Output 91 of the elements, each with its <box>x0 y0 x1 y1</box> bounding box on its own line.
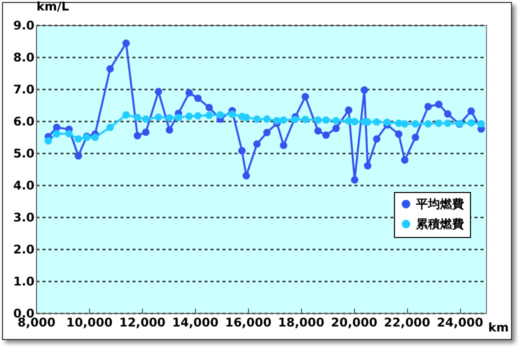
point <box>314 127 322 135</box>
point <box>424 120 432 128</box>
point <box>53 124 60 132</box>
y-tick-label: 9.0 <box>13 18 34 32</box>
y-tick-label: 1.0 <box>13 274 34 288</box>
point <box>280 116 288 124</box>
point <box>142 128 150 136</box>
point <box>273 116 281 124</box>
point <box>302 92 310 100</box>
point <box>166 114 174 122</box>
point <box>91 134 99 142</box>
legend-label: 平均燃費 <box>415 197 464 212</box>
point <box>185 112 193 120</box>
point <box>74 135 82 143</box>
point <box>401 156 408 164</box>
point <box>444 110 452 118</box>
point <box>332 116 340 124</box>
point <box>401 120 408 128</box>
point <box>263 128 271 136</box>
point <box>302 116 310 124</box>
point <box>332 124 340 132</box>
point <box>467 107 475 115</box>
point <box>372 118 380 126</box>
point <box>253 115 261 123</box>
x-tick-label: 12,000 <box>119 316 166 330</box>
point <box>53 130 60 138</box>
y-tick-label: 5.0 <box>13 146 34 160</box>
point <box>228 110 236 118</box>
point <box>467 119 475 127</box>
point <box>435 120 442 127</box>
point <box>322 116 330 124</box>
point <box>216 111 224 119</box>
point <box>242 114 250 122</box>
point <box>344 106 352 114</box>
point <box>122 111 130 119</box>
x-tick-label: 18,000 <box>278 316 324 330</box>
y-axis-title: km/L <box>36 0 70 14</box>
point <box>205 104 213 112</box>
point <box>372 135 380 143</box>
point <box>263 115 271 123</box>
point <box>322 131 330 139</box>
point <box>142 115 150 123</box>
point <box>350 118 358 126</box>
point <box>242 172 250 180</box>
x-axis-title: km <box>488 320 509 334</box>
point <box>74 152 82 160</box>
point <box>134 114 142 122</box>
point <box>65 130 73 138</box>
point <box>350 176 358 184</box>
x-tick-label: 16,000 <box>225 316 272 330</box>
point <box>185 89 193 97</box>
point <box>154 88 162 96</box>
point <box>444 120 452 127</box>
point <box>478 120 485 128</box>
point <box>194 112 202 120</box>
point <box>395 120 402 127</box>
point <box>280 142 288 150</box>
x-tick-label: 22,000 <box>384 316 430 330</box>
x-tick-label: 24,000 <box>436 316 484 330</box>
legend-label: 累積燃費 <box>415 217 464 232</box>
point <box>238 147 246 154</box>
point <box>205 112 213 119</box>
point <box>364 162 372 170</box>
point <box>383 118 391 126</box>
y-tick-label: 2.0 <box>13 242 34 256</box>
y-tick-label: 4.0 <box>13 178 34 192</box>
point <box>435 100 442 108</box>
point <box>194 94 202 102</box>
point <box>412 120 420 128</box>
y-tick-label: 7.0 <box>13 82 34 96</box>
y-tick-label: 6.0 <box>13 114 34 128</box>
x-tick-label: 14,000 <box>172 316 218 330</box>
x-tick-label: 20,000 <box>330 316 378 330</box>
point <box>314 116 322 124</box>
x-tick-label: 10,000 <box>66 316 113 330</box>
point <box>44 137 52 145</box>
point <box>166 126 174 134</box>
point <box>253 140 261 148</box>
point <box>106 65 114 73</box>
y-tick-label: 8.0 <box>13 50 34 64</box>
y-tick-label: 3.0 <box>13 210 34 224</box>
point <box>395 130 402 138</box>
point <box>292 116 300 124</box>
point <box>424 102 432 110</box>
point <box>412 134 420 142</box>
point <box>154 113 162 121</box>
point <box>360 86 368 94</box>
point <box>174 114 182 122</box>
point <box>106 124 114 132</box>
point <box>122 40 130 47</box>
point <box>134 132 142 140</box>
